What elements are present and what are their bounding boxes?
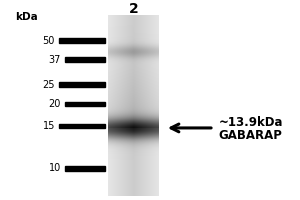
Text: 50: 50 (43, 36, 55, 46)
Bar (65, 57, 106, 62)
Text: kDa: kDa (15, 12, 38, 22)
Text: GABARAP: GABARAP (218, 129, 282, 142)
Text: ~13.9kDa: ~13.9kDa (218, 116, 283, 129)
Bar (59, 82, 106, 87)
Text: 15: 15 (43, 121, 55, 131)
Text: 37: 37 (49, 55, 61, 65)
Bar (65, 166, 106, 171)
Bar (59, 124, 106, 128)
Text: 25: 25 (43, 80, 55, 90)
Bar (65, 102, 106, 106)
Bar (59, 38, 106, 43)
Text: 2: 2 (129, 2, 139, 16)
Text: 20: 20 (49, 99, 61, 109)
Text: 10: 10 (49, 163, 61, 173)
